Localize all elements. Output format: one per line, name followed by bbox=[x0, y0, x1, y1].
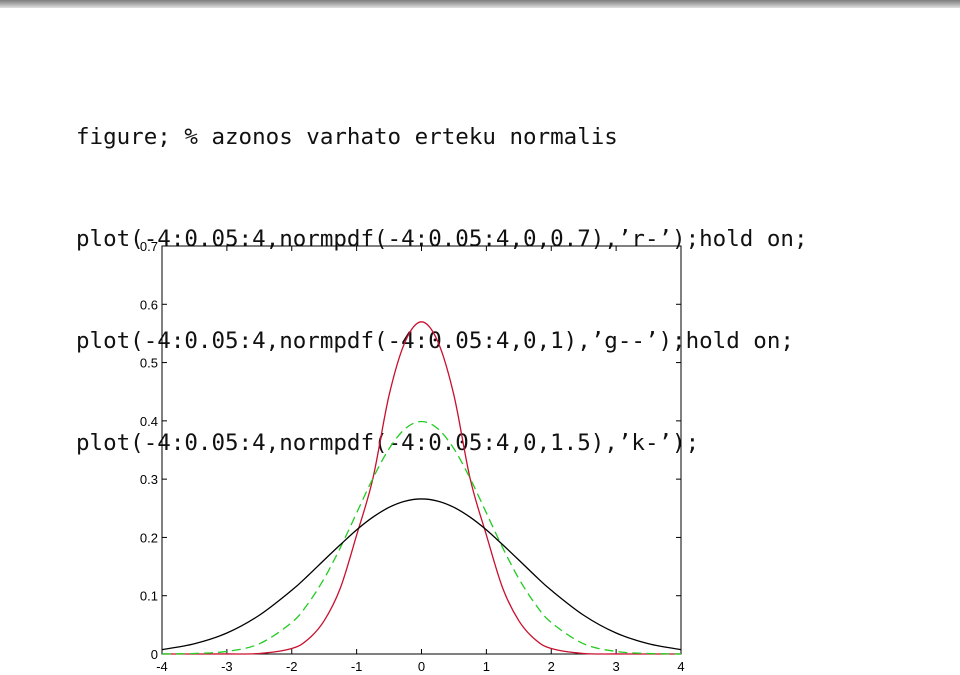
y-tick-label: 0.2 bbox=[140, 530, 158, 545]
code-block: figure; % azonos varhato erteku normalis… bbox=[76, 52, 808, 494]
y-tick-label: 0.3 bbox=[140, 472, 158, 487]
y-tick-label: 0.7 bbox=[140, 239, 158, 254]
top-border-bar bbox=[0, 0, 960, 8]
tick-labels: -4 -3 -2 -1 0 1 2 3 4 0 0.1 0.2 0.3 0.4 0.5 0.6 0.7 bbox=[140, 239, 685, 674]
y-tick-label: 0.6 bbox=[140, 297, 158, 312]
x-tick-label: 1 bbox=[483, 659, 490, 674]
series-black-sigma-1-5 bbox=[161, 498, 682, 651]
code-line-3: plot(-4:0.05:4,normpdf(-4:0.05:4,0,1),’g… bbox=[76, 328, 794, 354]
series-layer bbox=[161, 321, 682, 655]
x-tick-label: 4 bbox=[677, 659, 684, 674]
y-tick-label: 0.5 bbox=[140, 356, 158, 371]
x-tick-label: 2 bbox=[548, 659, 555, 674]
x-tick-label: 3 bbox=[613, 659, 620, 674]
y-tick-label: 0.4 bbox=[140, 414, 158, 429]
x-tick-label: -2 bbox=[286, 659, 298, 674]
code-line-2: plot(-4:0.05:4,normpdf(-4:0.05:4,0,0.7),… bbox=[76, 226, 808, 252]
x-tick-label: 0 bbox=[418, 659, 425, 674]
x-tick-label: -3 bbox=[221, 659, 233, 674]
code-line-4: plot(-4:0.05:4,normpdf(-4:0.05:4,0,1.5),… bbox=[76, 430, 700, 456]
y-tick-label: 0 bbox=[151, 647, 158, 662]
x-tick-label: -1 bbox=[351, 659, 363, 674]
x-tick-label: -4 bbox=[156, 659, 168, 674]
y-tick-label: 0.1 bbox=[140, 589, 158, 604]
series-green-sigma-1 bbox=[161, 420, 682, 655]
plot-frame bbox=[161, 245, 682, 655]
series-red-sigma-0-7 bbox=[161, 321, 682, 655]
axes bbox=[161, 245, 682, 655]
code-line-1: figure; % azonos varhato erteku normalis bbox=[76, 124, 618, 150]
